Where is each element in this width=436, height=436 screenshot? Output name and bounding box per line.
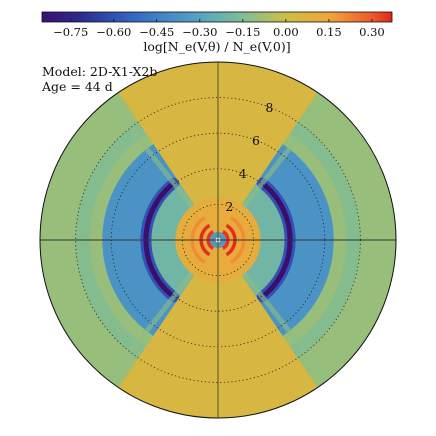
ring-label: 8 [265,100,273,115]
ring-label: 6 [252,133,260,148]
colorbar-tick-label: −0.15 [225,25,260,39]
colorbar-tick-label: −0.45 [139,25,174,39]
colorbar-tick-label: 0.30 [359,25,385,39]
plot-boundary [39,61,397,419]
colorbar-tick-label: −0.30 [182,25,217,39]
ring-label: 2 [225,199,233,214]
polar-plot: 2 4 6 8 [39,61,397,419]
colorbar-tick-label: −0.75 [53,25,88,39]
model-name: Model: 2D-X1-X2b [42,64,157,79]
ring-labels: 2 4 6 8 [225,100,273,214]
colorbar-label: log[N_e(V,θ) / N_e(V,0)] [143,39,290,54]
ring-label: 4 [239,166,247,181]
colorbar-tick-label: 0.15 [316,25,342,39]
colorbar-tick-label: −0.60 [96,25,131,39]
colorbar-gradient [41,11,393,23]
model-annotation: Model: 2D-X1-X2b Age = 44 d [41,64,157,94]
model-age: Age = 44 d [41,79,113,94]
colorbar-tick-label: 0.00 [273,25,299,39]
colorbar: −0.75 −0.60 −0.45 −0.30 −0.15 0.00 0.15 0.30 lo… [41,11,393,54]
colorbar-ticks: −0.75 −0.60 −0.45 −0.30 −0.15 0.00 0.15 0.30 [53,19,385,39]
